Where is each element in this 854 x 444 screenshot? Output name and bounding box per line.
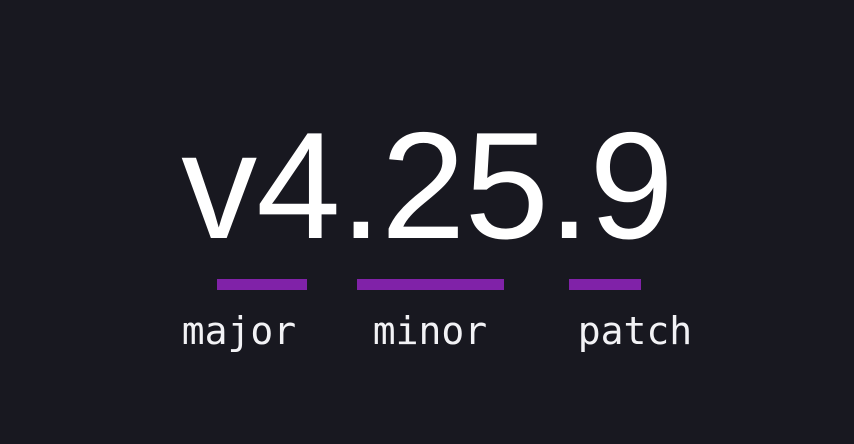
segment-major: major (173, 279, 307, 353)
segment-minor-label: minor (372, 309, 488, 353)
segment-patch-label: patch (577, 309, 693, 353)
segment-major-bar-icon (217, 279, 307, 290)
segment-patch: patch (569, 279, 701, 350)
segment-minor-bar-icon (356, 279, 504, 290)
segment-patch-bar-icon (569, 279, 641, 290)
segment-legend: major minor patch (0, 279, 854, 369)
segment-major-label: major (181, 309, 297, 353)
segment-minor: minor (356, 279, 504, 353)
version-string: v4.25.9 (181, 101, 674, 271)
